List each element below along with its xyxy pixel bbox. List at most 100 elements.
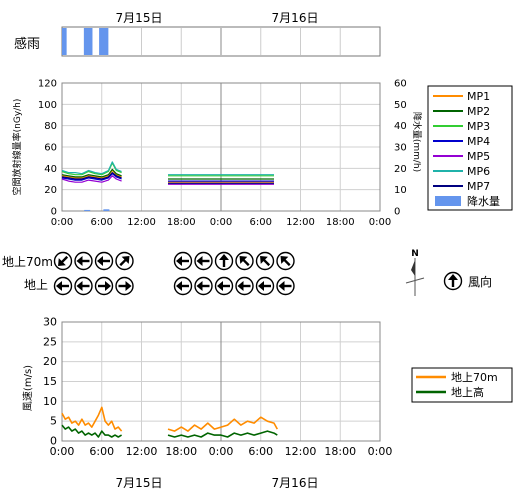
wind-direction-icons (53, 251, 295, 296)
legend-label: MP1 (467, 90, 490, 103)
wind-direction-legend-icon (443, 271, 463, 291)
legend-label: MP7 (467, 180, 490, 193)
date-label-bottom-day2: 7月16日 (272, 476, 319, 490)
wind-speed-chart-frame (61, 321, 381, 442)
legend-label: MP6 (467, 165, 490, 178)
north-arrow-head (411, 260, 415, 276)
y-tick-label: 0 (51, 207, 57, 218)
x-tick-label: 12:00 (127, 217, 156, 228)
wind-arrow-icon (94, 251, 114, 271)
wind-arrow-icon (276, 276, 295, 296)
wind-speed-chart: 0 5 10 15 20 25 30 0:00 6:00 12:00 18:00 0:00 6:00 1… (22, 316, 392, 459)
legend-label: MP3 (467, 120, 490, 133)
wind-direction-legend-label: 風向 (468, 274, 492, 289)
rain-sensor-panel: 感雨 (14, 26, 381, 57)
wind-arrow-icon (255, 251, 275, 271)
radiation-chart-x-ticks: 0:00 6:00 12:00 18:00 0:00 6:00 12:00 18:00 0:00 (51, 217, 391, 228)
wind-speed-chart-x-ticks: 0:00 6:00 12:00 18:00 0:00 6:00 12:00 18:00 0:00 (50, 445, 393, 458)
y2-tick-label: 10 (394, 185, 407, 196)
y-tick-label: 40 (44, 164, 57, 175)
y2-tick-label: 50 (394, 100, 407, 111)
y-tick-label: 100 (38, 100, 57, 111)
wind-arrow-icon (255, 276, 275, 296)
x-tick-label: 6:00 (248, 445, 273, 458)
north-indicator: N (405, 249, 425, 296)
series-line (61, 175, 122, 183)
series-line (61, 172, 122, 180)
wind-direction-section: 地上70m 地上 N 風向 (2, 249, 492, 296)
x-tick-label: 18:00 (324, 445, 356, 458)
rain-block (99, 28, 109, 55)
y2-tick-label: 30 (394, 143, 407, 154)
x-tick-label: 0:00 (50, 445, 75, 458)
wind-arrow-icon (74, 276, 93, 296)
y-tick-label: 80 (44, 121, 57, 132)
wind-speed-y-axis-label: 風速(m/s) (22, 365, 34, 411)
rain-sensor-blocks (62, 28, 109, 55)
x-tick-label: 0:00 (209, 445, 234, 458)
x-tick-label: 0:00 (210, 217, 232, 228)
x-tick-label: 6:00 (250, 217, 272, 228)
wind-arrow-icon (194, 276, 213, 296)
wind-arrow-icon (74, 251, 93, 271)
north-arrow-crossbar (405, 277, 425, 284)
legend-label: 降水量 (467, 194, 500, 208)
rain-bars (84, 209, 110, 211)
y-tick-label: 5 (50, 415, 57, 428)
y-tick-label: 20 (44, 185, 57, 196)
y2-tick-label: 0 (394, 207, 400, 218)
wind-arrow-icon (443, 271, 463, 291)
y2-tick-label: 60 (394, 79, 407, 90)
wind-speed-legend-frame (411, 367, 513, 403)
series-line (167, 416, 279, 432)
rain-bar (84, 209, 91, 211)
x-tick-label: 18:00 (165, 445, 197, 458)
wind-arrow-icon (115, 276, 134, 296)
rain-block (83, 28, 93, 55)
legend-label: MP4 (467, 135, 490, 148)
radiation-chart-y2-ticks: 0 10 20 30 40 50 60 (394, 79, 407, 218)
wind-speed-chart-y-ticks: 0 5 10 15 20 25 30 (43, 316, 57, 448)
x-tick-label: 0:00 (51, 217, 73, 228)
wind-arrow-icon (214, 276, 234, 296)
series-line (61, 169, 122, 179)
wind-arrow-icon (235, 276, 254, 296)
legend-label: MP5 (467, 150, 490, 163)
radiation-series-lines (61, 161, 274, 185)
y-tick-label: 60 (44, 143, 57, 154)
rain-sensor-label: 感雨 (14, 36, 40, 52)
wind-arrow-icon (173, 276, 193, 296)
wind-speed-series-lines (61, 406, 279, 438)
x-tick-label: 0:00 (369, 217, 391, 228)
radiation-y-axis-label: 空間放射線量率(nGy/h) (11, 99, 23, 196)
series-line (61, 424, 122, 438)
radiation-chart-y-ticks: 0 20 40 60 80 100 120 (38, 79, 57, 218)
date-label-top-day2: 7月16日 (272, 11, 319, 25)
north-label: N (411, 249, 419, 259)
x-tick-label: 0:00 (368, 445, 393, 458)
wind-arrow-icon (194, 251, 213, 271)
y-tick-label: 25 (43, 335, 57, 348)
y-tick-label: 20 (43, 355, 57, 368)
x-tick-label: 18:00 (326, 217, 355, 228)
y-tick-label: 30 (43, 316, 57, 329)
rain-block (62, 28, 67, 55)
x-tick-label: 12:00 (286, 217, 315, 228)
series-line (61, 173, 122, 181)
y-tick-label: 0 (50, 435, 57, 448)
radiation-chart-grid (62, 83, 380, 211)
legend-label: MP2 (467, 105, 490, 118)
series-line (61, 406, 123, 432)
wind-dir-row1-label: 地上70m (2, 255, 53, 269)
wind-arrow-icon (214, 251, 234, 271)
wind-arrow-icon (53, 276, 73, 296)
y-tick-label: 15 (43, 375, 57, 388)
wind-arrow-icon (235, 251, 254, 271)
x-tick-label: 12:00 (285, 445, 317, 458)
legend-swatch-rain (435, 196, 461, 206)
